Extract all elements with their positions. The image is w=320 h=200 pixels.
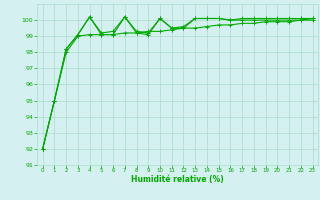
- X-axis label: Humidité relative (%): Humidité relative (%): [131, 175, 224, 184]
